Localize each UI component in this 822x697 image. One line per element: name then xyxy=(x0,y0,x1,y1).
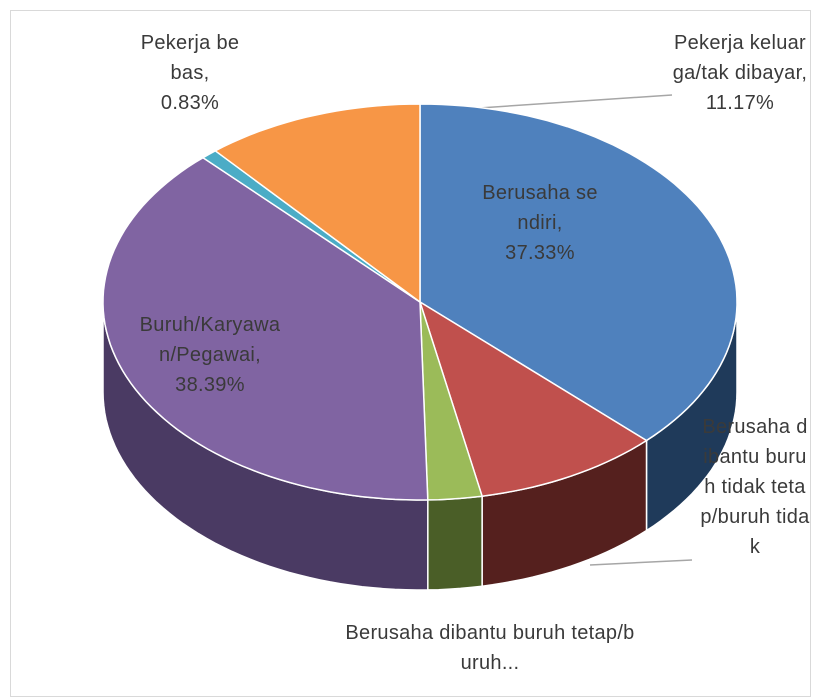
label-value: 0.83% xyxy=(160,92,220,114)
label-name: Buruh/Karyawan/Pegawai, xyxy=(139,314,281,366)
label-name: Berusaha dibantu buruh tetap/buruh... xyxy=(345,622,635,674)
slice xyxy=(418,300,648,498)
label-name: Berusaha sendiri, xyxy=(482,182,598,234)
label-value: 38.39% xyxy=(175,374,245,396)
data-label: Buruh/Karyawan/Pegawai, 38.39% xyxy=(135,310,285,400)
label-name: Berusaha dibantu buruh tidak tetap/buruh… xyxy=(700,416,810,558)
label-name: Pekerja keluarga/tak dibayar, xyxy=(672,32,808,84)
data-label: Pekerja bebas, 0.83% xyxy=(140,28,240,118)
label-value: 11.17% xyxy=(705,92,775,114)
slice-side xyxy=(427,495,483,591)
data-label: Pekerja keluarga/tak dibayar, 11.17% xyxy=(670,28,810,118)
leader-line xyxy=(589,559,693,566)
slice xyxy=(213,103,421,304)
data-label: Berusaha sendiri, 37.33% xyxy=(480,178,600,268)
slice xyxy=(419,301,484,501)
slice xyxy=(419,103,738,442)
label-name: Pekerja bebas, xyxy=(140,32,240,84)
data-label: Berusaha dibantu buruh tetap/buruh... xyxy=(340,618,640,678)
label-value: 37.33% xyxy=(505,242,575,264)
slice xyxy=(102,156,429,501)
data-label: Berusaha dibantu buruh tidak tetap/buruh… xyxy=(700,412,810,562)
